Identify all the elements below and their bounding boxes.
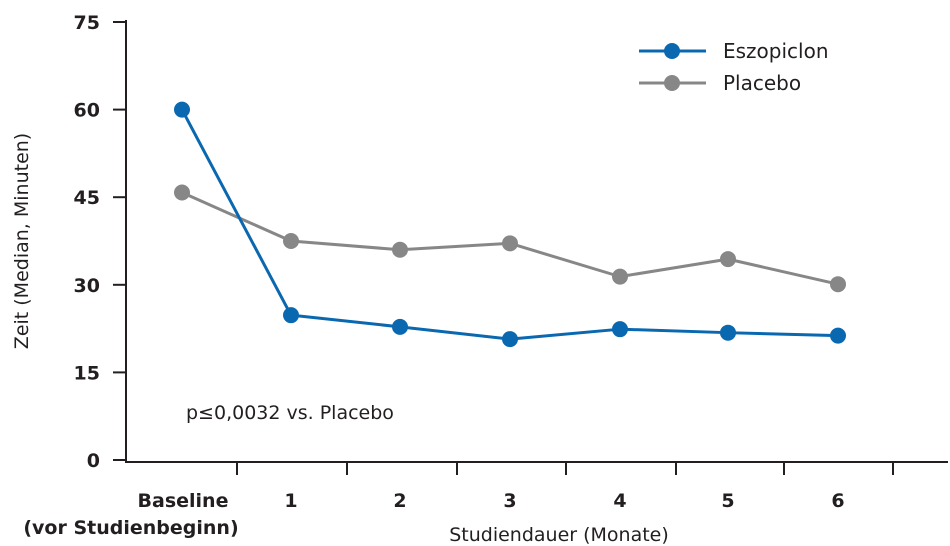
legend: Eszopiclon Placebo [639, 39, 829, 95]
data-point-placebo [174, 184, 190, 201]
significance-annotation: p≤0,0032 vs. Placebo [186, 402, 394, 424]
series-line-eszopiclon [180, 108, 839, 341]
y-tick-label: 45 [74, 187, 100, 209]
series-eszopiclon [174, 101, 846, 348]
data-point-eszopiclon [502, 331, 518, 348]
legend-label: Eszopiclon [723, 39, 829, 63]
legend-item-placebo: Placebo [639, 71, 801, 95]
y-axis: 0 15 30 45 60 75 [74, 12, 127, 472]
data-point-eszopiclon [830, 327, 846, 344]
data-point-placebo [392, 241, 408, 258]
y-tick-label: 30 [74, 275, 100, 297]
y-tick-label: 0 [87, 450, 100, 472]
x-tick-label: Baseline [138, 490, 229, 512]
x-tick-label: 2 [393, 490, 406, 512]
data-point-placebo [720, 251, 736, 268]
data-point-eszopiclon [174, 101, 190, 118]
y-tick-label: 60 [74, 100, 100, 122]
x-axis: Baseline 1 2 3 4 5 6 (vor Studienbeginn) [23, 461, 948, 539]
x-axis-title: Studiendauer (Monate) [449, 524, 669, 546]
y-axis-title: Zeit (Median, Minuten) [11, 133, 33, 349]
legend-label: Placebo [723, 71, 801, 95]
legend-swatch-marker [664, 75, 680, 91]
x-tick-label: 6 [831, 490, 844, 512]
x-tick-label: 4 [613, 490, 626, 512]
data-point-eszopiclon [612, 321, 628, 338]
data-point-eszopiclon [392, 318, 408, 335]
data-point-placebo [612, 268, 628, 285]
x-tick-label: 1 [284, 490, 297, 512]
data-point-placebo [502, 235, 518, 252]
x-tick-label: 5 [721, 490, 734, 512]
series-layer [174, 101, 846, 348]
series-placebo [174, 184, 846, 293]
x-tick-sublabel: (vor Studienbeginn) [23, 517, 238, 539]
data-point-eszopiclon [283, 307, 299, 324]
data-point-eszopiclon [720, 324, 736, 341]
data-point-placebo [283, 233, 299, 249]
legend-swatch-marker [664, 43, 680, 59]
data-point-placebo [830, 276, 846, 293]
y-tick-label: 15 [74, 362, 100, 384]
x-tick-label: 3 [503, 490, 516, 512]
y-tick-label: 75 [74, 12, 100, 34]
legend-item-eszopiclon: Eszopiclon [639, 39, 829, 63]
